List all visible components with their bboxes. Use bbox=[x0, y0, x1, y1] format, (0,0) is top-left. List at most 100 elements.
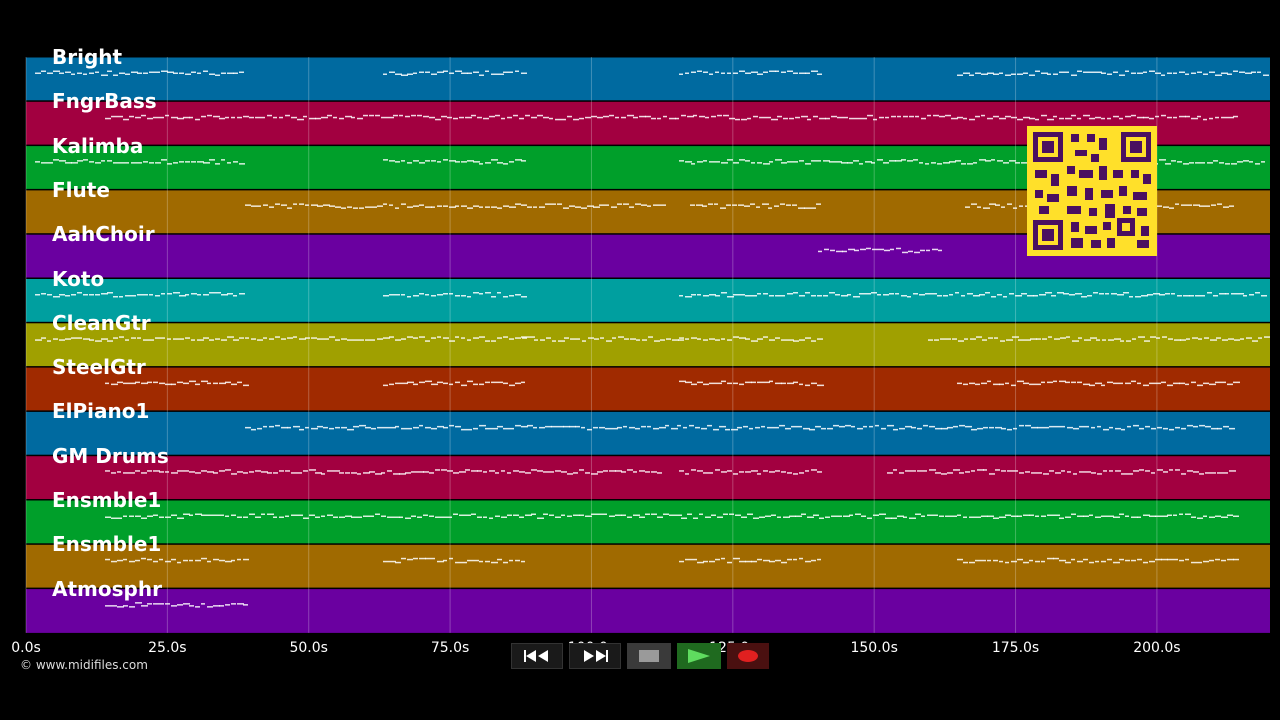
note-mark bbox=[1195, 162, 1201, 164]
note-mark bbox=[545, 425, 552, 428]
note-mark bbox=[779, 424, 785, 427]
note-mark bbox=[339, 516, 345, 519]
note-mark bbox=[1215, 381, 1221, 384]
note-mark bbox=[1157, 469, 1163, 471]
note-mark bbox=[988, 337, 993, 339]
note-mark bbox=[1177, 295, 1182, 297]
note-mark bbox=[909, 115, 914, 118]
note-mark bbox=[479, 293, 483, 295]
stop-button[interactable] bbox=[627, 643, 671, 669]
note-mark bbox=[1023, 116, 1030, 119]
note-mark bbox=[447, 116, 452, 119]
lane-separator bbox=[26, 587, 1270, 590]
note-mark bbox=[576, 338, 580, 340]
note-mark bbox=[917, 427, 922, 430]
note-mark bbox=[207, 514, 213, 517]
note-mark bbox=[357, 473, 361, 475]
note-mark bbox=[255, 516, 261, 519]
note-mark bbox=[153, 514, 158, 517]
note-mark bbox=[59, 294, 65, 296]
note-mark bbox=[1192, 337, 1198, 339]
note-mark bbox=[491, 73, 497, 76]
note-mark bbox=[569, 205, 575, 207]
note-mark bbox=[1005, 382, 1009, 385]
note-mark bbox=[101, 293, 108, 295]
note-mark bbox=[1211, 204, 1216, 206]
note-mark bbox=[455, 425, 461, 428]
note-mark bbox=[1011, 116, 1017, 119]
note-mark bbox=[431, 295, 436, 297]
note-mark bbox=[471, 513, 476, 516]
note-mark bbox=[585, 472, 590, 474]
note-mark bbox=[763, 163, 770, 165]
note-mark bbox=[1179, 71, 1185, 74]
note-mark bbox=[225, 116, 229, 119]
play-button[interactable] bbox=[677, 643, 721, 669]
note-mark bbox=[123, 558, 127, 561]
note-mark bbox=[473, 205, 479, 207]
note-mark bbox=[993, 115, 999, 118]
note-mark bbox=[1055, 425, 1061, 428]
note-mark bbox=[261, 513, 265, 516]
note-mark bbox=[935, 472, 941, 474]
note-mark bbox=[1186, 338, 1190, 340]
note-mark bbox=[701, 427, 707, 430]
note-mark bbox=[1185, 115, 1190, 118]
note-mark bbox=[173, 72, 178, 75]
note-mark bbox=[1221, 116, 1227, 119]
note-mark bbox=[1203, 560, 1209, 563]
note-mark bbox=[703, 560, 708, 563]
note-mark bbox=[369, 515, 374, 518]
note-mark bbox=[449, 72, 454, 75]
note-mark bbox=[963, 561, 968, 564]
note-mark bbox=[873, 118, 877, 121]
note-mark bbox=[107, 340, 113, 342]
note-mark bbox=[793, 473, 798, 475]
note-mark bbox=[781, 71, 786, 74]
note-mark bbox=[867, 114, 873, 117]
note-mark bbox=[353, 425, 359, 428]
note-mark bbox=[749, 427, 753, 430]
note-mark bbox=[1185, 383, 1189, 386]
note-mark bbox=[905, 470, 911, 472]
note-mark bbox=[195, 513, 202, 516]
note-mark bbox=[1255, 163, 1260, 165]
note-mark bbox=[1161, 74, 1165, 77]
note-mark bbox=[817, 295, 822, 297]
note-mark bbox=[167, 71, 174, 74]
note-mark bbox=[41, 162, 47, 164]
note-mark bbox=[1215, 116, 1219, 119]
note-mark bbox=[149, 162, 154, 164]
note-mark bbox=[1121, 428, 1125, 431]
note-mark bbox=[423, 471, 429, 473]
note-mark bbox=[101, 160, 105, 162]
note-mark bbox=[985, 292, 990, 294]
note-mark bbox=[762, 203, 769, 205]
note-mark bbox=[263, 337, 267, 339]
note-mark bbox=[965, 206, 970, 208]
fast-forward-button[interactable] bbox=[569, 643, 621, 669]
note-mark bbox=[191, 339, 195, 341]
rewind-button[interactable] bbox=[511, 643, 563, 669]
note-mark bbox=[473, 71, 479, 74]
note-mark bbox=[537, 114, 543, 117]
note-mark bbox=[1035, 70, 1040, 73]
note-mark bbox=[919, 162, 923, 164]
note-mark bbox=[129, 515, 134, 518]
note-mark bbox=[941, 473, 947, 475]
note-mark bbox=[491, 296, 496, 298]
note-mark bbox=[113, 74, 118, 77]
note-mark bbox=[437, 336, 441, 338]
note-mark bbox=[1009, 160, 1016, 162]
note-mark bbox=[1219, 293, 1226, 295]
note-mark bbox=[1030, 338, 1037, 340]
note-mark bbox=[1150, 336, 1156, 338]
record-button[interactable] bbox=[727, 643, 769, 669]
note-mark bbox=[1083, 71, 1089, 74]
note-mark bbox=[1047, 118, 1054, 121]
note-mark bbox=[389, 204, 393, 206]
note-mark bbox=[1089, 514, 1093, 517]
note-mark bbox=[579, 117, 584, 120]
note-mark bbox=[1053, 514, 1060, 517]
note-mark bbox=[809, 428, 815, 431]
